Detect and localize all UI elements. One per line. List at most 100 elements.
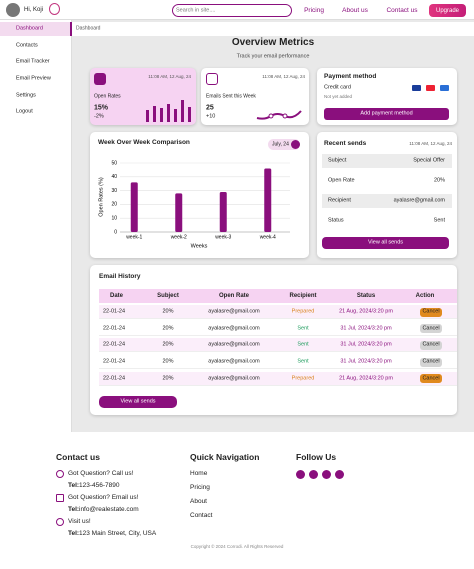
social-icon[interactable] — [296, 470, 305, 479]
footer-heading: Follow Us — [296, 451, 337, 462]
nav-link[interactable]: Contact us — [386, 6, 418, 14]
footer-link[interactable]: Home — [190, 469, 208, 477]
cancel-label[interactable]: Cancel — [422, 324, 440, 331]
timestamp: 11:08 AM, 12 Aug, 24 — [409, 140, 452, 146]
detail-value: Special Offer — [413, 157, 445, 164]
chart-title: Week Over Week Comparison — [98, 138, 190, 146]
period-dropdown[interactable] — [268, 139, 300, 150]
table-row — [99, 305, 457, 319]
card-icon — [94, 73, 106, 85]
card-title: Recent sends — [324, 139, 367, 147]
metric-change: -2% — [94, 113, 104, 120]
bar — [219, 191, 227, 232]
sidebar-item[interactable]: Email Preview — [16, 75, 51, 82]
detail-value: Sent — [433, 217, 445, 224]
cancel-label[interactable]: Cancel — [422, 341, 440, 348]
nav-link[interactable]: Pricing — [304, 6, 324, 14]
open-rate: ayalasre@gmail.com — [208, 341, 260, 348]
card-title: Email History — [99, 272, 141, 280]
status: Sent — [297, 324, 309, 331]
row-shade — [322, 194, 452, 208]
button-label[interactable]: Add payment method — [360, 110, 413, 117]
notification-bell[interactable] — [49, 3, 60, 15]
sidebar-item[interactable]: Logout — [16, 108, 33, 115]
sidebar-item[interactable]: Contacts — [16, 42, 38, 49]
sidebar-item[interactable]: Email Tracker — [16, 58, 50, 65]
table-row — [99, 338, 457, 353]
bar — [264, 168, 272, 232]
detail-label: Status — [328, 217, 344, 224]
cancel-label[interactable]: Cancel — [422, 308, 440, 315]
contact-icon — [56, 494, 64, 502]
cancel-button[interactable] — [420, 357, 442, 367]
button-label[interactable]: View all sends — [120, 398, 156, 405]
detail-label: Recipient — [328, 197, 351, 204]
dropdown-toggle[interactable] — [291, 140, 300, 149]
detail-label: Open Rate — [328, 177, 355, 184]
avatar[interactable] — [6, 3, 20, 17]
bar — [175, 193, 183, 232]
cancel-button[interactable] — [420, 374, 442, 384]
subject: 20% — [162, 375, 174, 382]
sidebar — [0, 20, 72, 432]
footer-link[interactable]: About — [190, 497, 207, 505]
table-row — [99, 371, 457, 386]
contact-heading: Got Question? Email us! — [68, 493, 139, 501]
add-payment-button[interactable] — [324, 108, 449, 120]
footer-link[interactable]: Contact — [190, 511, 213, 519]
table-row — [99, 355, 457, 370]
search-placeholder: Search in site.... — [176, 6, 216, 13]
social-icon[interactable] — [335, 470, 344, 479]
contact-label: Tel: — [68, 505, 80, 513]
nav-link[interactable]: About us — [342, 6, 368, 14]
chart-card — [90, 132, 309, 258]
emails-sent-card — [201, 68, 309, 125]
date: 22-01-24 — [103, 308, 126, 315]
y-tick-label: 20 — [111, 202, 117, 208]
upgrade-label[interactable]: Upgrade — [435, 7, 460, 14]
open-rates-card — [90, 68, 196, 125]
breadcrumb-bar — [72, 22, 474, 36]
status: Prepared — [291, 308, 315, 315]
search-box[interactable] — [172, 4, 292, 17]
status: Sent — [297, 341, 309, 348]
subject: 20% — [162, 341, 174, 348]
copyright: Copyright © 2024 Corrodi. All Rights Res… — [190, 543, 284, 549]
cancel-button[interactable] — [420, 340, 442, 350]
metric-label: Emails Sent this Week — [206, 93, 256, 100]
detail-label: Subject — [328, 157, 347, 164]
social-icon[interactable] — [322, 470, 331, 479]
upgrade-button[interactable] — [429, 4, 466, 17]
status: Sent — [297, 358, 309, 365]
button-label[interactable]: View all sends — [367, 239, 404, 246]
sent-at: 31 Jul, 2024/3:20 pm — [340, 324, 392, 331]
contact-value: 123 Main Street, City, USA — [79, 529, 157, 537]
view-all-button[interactable] — [322, 237, 449, 249]
bar — [130, 182, 138, 232]
view-all-button[interactable] — [99, 396, 177, 408]
column-header: Open Rate — [218, 293, 250, 299]
social-icon[interactable] — [309, 470, 318, 479]
sidebar-item[interactable]: Settings — [16, 92, 36, 99]
metric-value: 25 — [206, 104, 214, 112]
period-label: July, 24 — [272, 141, 289, 147]
cancel-button[interactable] — [420, 324, 442, 334]
metric-label: Open Rates — [94, 93, 121, 100]
cancel-button[interactable] — [420, 307, 442, 317]
footer-link[interactable]: Pricing — [190, 483, 210, 491]
detail-value: ayalasre@gmail.com — [393, 197, 445, 204]
breadcrumb: Dashboard — [76, 25, 101, 32]
cancel-label[interactable]: Cancel — [422, 375, 440, 382]
sent-at: 31 Jul, 2024/3:20 pm — [340, 341, 392, 348]
cancel-label[interactable]: Cancel — [422, 358, 440, 365]
date: 22-01-24 — [103, 324, 126, 331]
open-rate: ayalasre@gmail.com — [208, 358, 260, 365]
sidebar-item[interactable]: Dashboard — [16, 25, 43, 32]
card-logo — [412, 85, 421, 91]
timestamp: 11:08 AM, 12 Aug, 24 — [262, 73, 305, 79]
column-header: Status — [356, 293, 376, 299]
payment-status: Not yet added — [324, 93, 353, 99]
sent-at: 31 Jul, 2024/3:20 pm — [340, 358, 392, 365]
contact-value: 123-456-7890 — [79, 481, 120, 489]
